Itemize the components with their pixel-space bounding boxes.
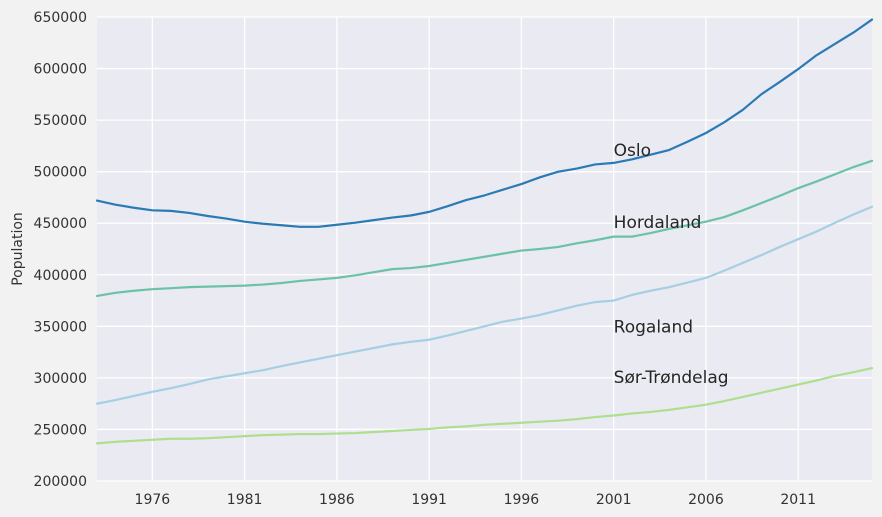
y-tick-label: 600000: [34, 62, 87, 78]
y-tick-label: 300000: [34, 371, 87, 387]
series-annotations: Oslo Hordaland Rogaland Sør-Trøndelag: [614, 141, 729, 388]
series-annotation-rogaland: Rogaland: [614, 317, 693, 337]
y-tick-label: 550000: [34, 113, 87, 129]
series-annotation-hordaland: Hordaland: [614, 213, 702, 233]
x-tick-label: 1981: [227, 492, 263, 508]
gridlines: [97, 16, 872, 482]
y-tick-label: 450000: [34, 216, 87, 232]
y-tick-label: 250000: [34, 422, 87, 438]
series-annotation-s-r-tr-ndelag: Sør-Trøndelag: [614, 368, 729, 388]
series-line-oslo: [95, 18, 874, 228]
y-tick-label: 650000: [34, 10, 87, 26]
y-axis-ticks: 200000 250000 300000 350000 400000 450000 5000…: [34, 10, 87, 490]
y-tick-label: 500000: [34, 165, 87, 181]
y-tick-label: 400000: [34, 268, 87, 284]
x-tick-label: 2001: [596, 492, 632, 508]
x-tick-label: 1991: [411, 492, 447, 508]
x-axis-ticks: 1976 1981 1986 1991 1996 2001 2006 2011: [135, 492, 816, 508]
x-tick-label: 1976: [135, 492, 171, 508]
y-axis-label: Population: [10, 212, 26, 286]
x-tick-label: 2006: [688, 492, 724, 508]
plot-area: [97, 17, 872, 481]
y-tick-label: 350000: [34, 319, 87, 335]
series-annotation-oslo: Oslo: [614, 141, 651, 161]
y-tick-label: 200000: [34, 474, 87, 490]
x-tick-label: 2011: [780, 492, 816, 508]
series-line-s-r-tr-ndelag: [95, 366, 874, 445]
x-tick-label: 1986: [319, 492, 355, 508]
series-lines: [95, 18, 874, 445]
series-line-hordaland: [95, 159, 874, 298]
x-tick-label: 1996: [504, 492, 540, 508]
series-line-rogaland: [95, 205, 874, 405]
